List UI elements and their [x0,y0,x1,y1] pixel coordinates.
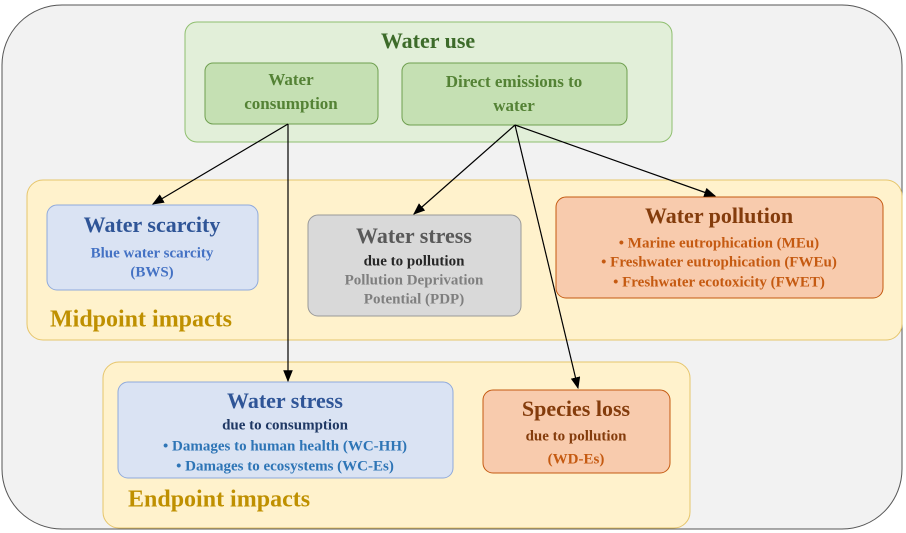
arrow [514,124,717,197]
stress-pollution-text: Pollution Deprivation [345,272,484,288]
species-box [482,389,671,474]
stress-pollution-text: Potential (PDP) [364,291,464,307]
species-text: due to pollution [526,428,628,444]
emissions-text: Direct emissions to [446,72,583,91]
arrow [151,123,289,205]
emissions-text: water [493,96,535,115]
species-title: Species loss [522,396,631,421]
pollution-text: • Marine eutrophication (MEu) [619,235,819,251]
species-text: (WD-Es) [548,451,605,467]
scarcity-box [46,204,259,291]
arrow [413,124,516,215]
scarcity-text: (BWS) [130,264,173,280]
stress-pollution-box [307,214,522,317]
stress-pollution-title: Water stress [356,223,472,248]
scarcity-text: Blue water scarcity [91,245,214,261]
consumption-box [204,62,379,125]
stress-consumption-text: • Damages to ecosystems (WC-Es) [176,458,394,474]
arrow [514,124,581,390]
consumption-text: consumption [244,94,338,113]
stress-consumption-title: Water stress [227,388,343,413]
pollution-text: • Freshwater eutrophication (FWEu) [601,254,837,270]
consumption-text: Water [268,70,314,89]
endpoint-label: Endpoint impacts [128,487,310,513]
scarcity-title: Water scarcity [84,212,221,237]
midpoint-label: Midpoint impacts [50,307,232,333]
water-use-title: Water use [381,28,476,53]
stress-consumption-text: due to consumption [222,417,349,433]
stress-consumption-text: • Damages to human health (WC-HH) [163,438,407,454]
pollution-box [555,196,884,299]
pollution-text: • Freshwater ecotoxicity (FWET) [613,274,825,290]
pollution-title: Water pollution [645,203,793,228]
stress-pollution-text: due to pollution [364,253,466,269]
